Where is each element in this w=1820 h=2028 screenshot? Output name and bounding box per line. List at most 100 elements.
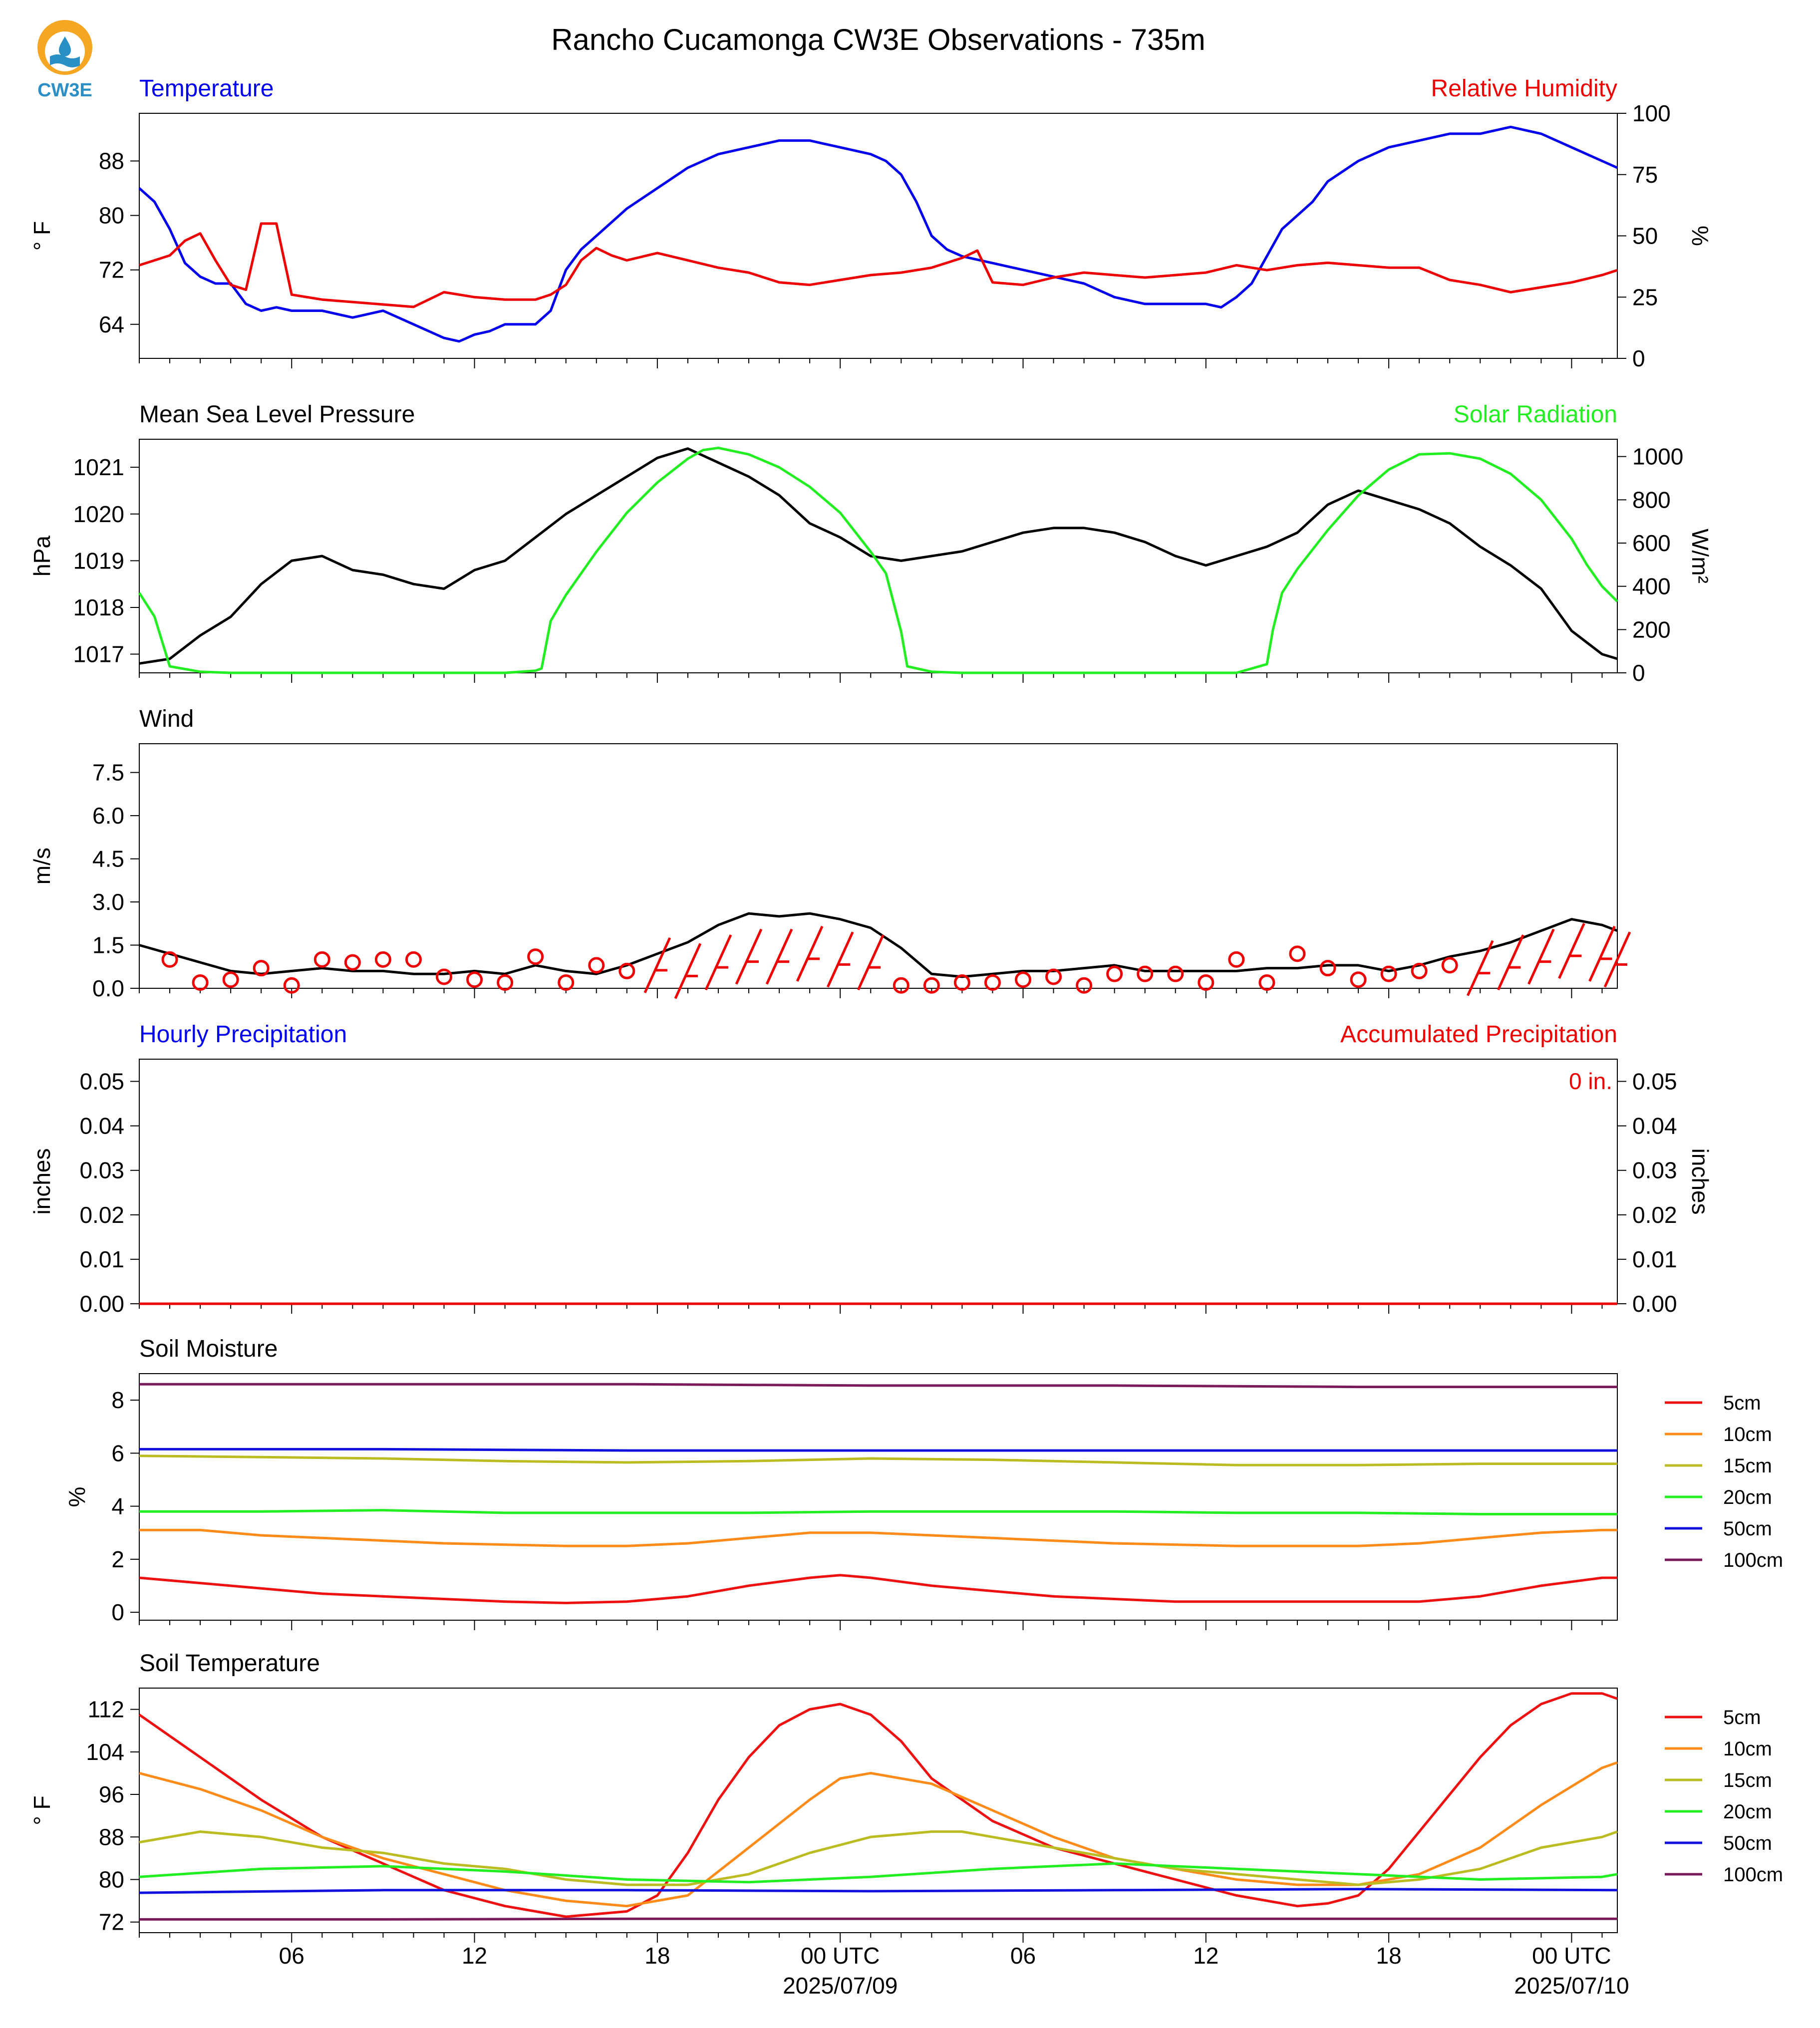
calm-wind-marker xyxy=(923,977,940,994)
panel-frame xyxy=(139,113,1618,359)
legend-label: 10cm xyxy=(1723,1424,1772,1446)
panel-title-left: Soil Moisture xyxy=(139,1336,278,1362)
panel-frame xyxy=(139,1373,1618,1621)
y-axis-label-right: % xyxy=(1687,226,1713,246)
y-axis-label-right: W/m² xyxy=(1687,529,1713,583)
y-tick-label-right: 0.00 xyxy=(1632,1291,1677,1317)
wind-barb xyxy=(674,943,702,999)
logo-wave-shape xyxy=(50,54,80,67)
calm-wind-marker xyxy=(497,974,514,991)
series-line-10cm xyxy=(139,1761,1618,1908)
calm-wind-marker xyxy=(1411,962,1428,979)
series-line-15cm xyxy=(139,1454,1617,1466)
calm-wind-marker xyxy=(466,971,483,988)
y-tick-label-left: 0.01 xyxy=(79,1246,124,1272)
calm-wind-marker xyxy=(1319,960,1336,977)
y-tick-label-left: 0 xyxy=(111,1599,124,1625)
calm-wind-marker xyxy=(1258,974,1275,991)
y-tick-label-left: 72 xyxy=(99,1909,124,1935)
calm-wind-marker xyxy=(405,951,422,968)
calm-wind-marker xyxy=(192,974,209,991)
calm-wind-marker xyxy=(588,957,605,974)
panel-5 xyxy=(130,1373,1618,1630)
y-tick-label-right: 800 xyxy=(1632,487,1671,513)
legend-label: 50cm xyxy=(1723,1832,1772,1854)
panel-title-right: Relative Humidity xyxy=(1431,75,1617,102)
x-tick-label: 06 xyxy=(279,1943,304,1969)
legend-label: 20cm xyxy=(1723,1801,1772,1823)
series-line-50cm xyxy=(139,1888,1618,1894)
panel-frame xyxy=(139,743,1618,989)
y-axis-label-left: ° F xyxy=(29,1795,55,1825)
panel-6 xyxy=(130,1688,1618,1943)
y-tick-label-left: 96 xyxy=(99,1781,124,1807)
legend-label: 15cm xyxy=(1723,1769,1772,1791)
wind-barb xyxy=(735,928,763,985)
series-line-mean-sea-level-pressure xyxy=(139,447,1618,665)
panel-title-right: Accumulated Precipitation xyxy=(1340,1021,1617,1048)
calm-wind-marker xyxy=(374,951,391,968)
calm-wind-marker xyxy=(984,974,1001,991)
y-tick-label-left: 2 xyxy=(111,1546,124,1572)
calm-wind-marker xyxy=(313,951,330,968)
x-tick-label: 18 xyxy=(1376,1943,1402,1969)
panel-frame xyxy=(139,1688,1618,1933)
series-line-5cm xyxy=(139,1574,1617,1604)
y-tick-label-left: 88 xyxy=(99,148,124,174)
y-tick-label-left: 1018 xyxy=(73,594,124,620)
calm-wind-marker xyxy=(1198,974,1214,991)
x-date-label: 2025/07/09 xyxy=(783,1973,898,1999)
y-axis-label-right: inches xyxy=(1687,1149,1713,1215)
y-tick-label-left: 0.03 xyxy=(79,1158,124,1183)
y-tick-label-left: 1019 xyxy=(73,548,124,574)
y-tick-label-left: 64 xyxy=(99,311,124,337)
y-tick-label-right: 50 xyxy=(1632,223,1658,249)
x-tick-label: 12 xyxy=(1193,1943,1218,1969)
y-tick-label-left: 7.5 xyxy=(92,760,124,786)
y-axis-label-left: ° F xyxy=(29,221,55,251)
panel-title-left: Hourly Precipitation xyxy=(139,1021,347,1048)
y-axis-label-left: % xyxy=(64,1487,90,1507)
x-tick-label: 00 UTC xyxy=(801,1943,880,1969)
y-tick-label-left: 1021 xyxy=(73,454,124,480)
legend-label: 10cm xyxy=(1723,1738,1772,1760)
series-line-20cm xyxy=(139,1862,1618,1884)
legend-label: 15cm xyxy=(1723,1455,1772,1477)
panel-1 xyxy=(130,113,1626,368)
panel-title-right: Solar Radiation xyxy=(1454,401,1617,428)
series-line-10cm xyxy=(139,1528,1617,1547)
y-tick-label-right: 0 xyxy=(1632,660,1645,686)
precip-total-annotation: 0 in. xyxy=(1569,1068,1612,1094)
y-tick-label-left: 0.0 xyxy=(92,975,124,1001)
y-tick-label-left: 1017 xyxy=(73,641,124,667)
calm-wind-marker xyxy=(1228,951,1245,968)
x-tick-label: 00 UTC xyxy=(1532,1943,1611,1969)
series-line-50cm xyxy=(139,1448,1617,1452)
y-tick-label-left: 112 xyxy=(88,1697,124,1723)
y-tick-label-left: 6 xyxy=(111,1440,124,1466)
wind-barb xyxy=(765,928,793,985)
calm-wind-marker xyxy=(1106,965,1123,982)
y-tick-label-left: 88 xyxy=(99,1824,124,1850)
panel-frame xyxy=(139,1059,1618,1304)
wind-barb xyxy=(857,934,885,991)
y-tick-label-right: 0.02 xyxy=(1632,1202,1677,1228)
legend-label: 50cm xyxy=(1723,1518,1772,1540)
y-tick-label-right: 75 xyxy=(1632,162,1658,188)
y-tick-label-left: 4 xyxy=(111,1493,124,1519)
y-tick-label-left: 4.5 xyxy=(92,846,124,872)
x-tick-label: 18 xyxy=(644,1943,670,1969)
panel-2 xyxy=(130,439,1626,683)
series-line-100cm xyxy=(139,1383,1617,1389)
calm-wind-marker xyxy=(1167,965,1184,982)
calm-wind-marker xyxy=(893,977,910,994)
calm-wind-marker xyxy=(1350,971,1367,988)
legend-label: 100cm xyxy=(1723,1549,1783,1571)
calm-wind-marker xyxy=(618,962,635,979)
panel-title-left: Soil Temperature xyxy=(139,1650,320,1677)
wind-barb xyxy=(796,925,824,982)
calm-wind-marker xyxy=(1137,965,1154,982)
y-tick-label-left: 1.5 xyxy=(92,932,124,958)
calm-wind-marker xyxy=(253,960,270,977)
y-tick-label-right: 200 xyxy=(1632,616,1671,642)
